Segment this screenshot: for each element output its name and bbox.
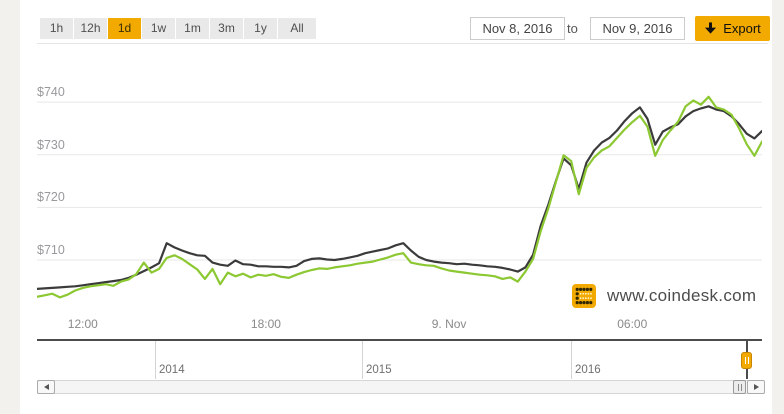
- date-to-input[interactable]: [590, 17, 685, 40]
- timeline-navigator[interactable]: 2014 2015 2016: [37, 339, 762, 379]
- navigator-year-tick: [155, 341, 157, 379]
- navigator-year-label: 2016: [575, 364, 601, 376]
- range-button-all[interactable]: All: [278, 18, 316, 39]
- navigator-year-tick: [571, 341, 573, 379]
- scrollbar-right-button[interactable]: [747, 380, 765, 394]
- date-range-to-label: to: [567, 21, 578, 36]
- coindesk-url-text: www.coindesk.com: [607, 286, 757, 305]
- range-button-1d[interactable]: 1d: [108, 18, 141, 39]
- navigator-year-label: 2014: [159, 364, 185, 376]
- range-button-1w[interactable]: 1w: [142, 18, 175, 39]
- range-button-1m[interactable]: 1m: [176, 18, 209, 39]
- price-plot[interactable]: [37, 60, 762, 310]
- scrollbar-track[interactable]: [37, 380, 764, 394]
- range-button-12h[interactable]: 12h: [74, 18, 107, 39]
- range-button-1h[interactable]: 1h: [40, 18, 73, 39]
- left-arrow-icon: [43, 384, 49, 390]
- toolbar-divider: [37, 43, 768, 44]
- navigator-year-label: 2015: [366, 364, 392, 376]
- timeline-scrollbar[interactable]: [37, 380, 765, 394]
- coindesk-branding: www.coindesk.com: [572, 284, 756, 308]
- coindesk-dots-logo-icon: [572, 284, 596, 308]
- range-button-1y[interactable]: 1y: [244, 18, 277, 39]
- export-button-label: Export: [723, 21, 761, 36]
- range-button-3m[interactable]: 3m: [210, 18, 243, 39]
- time-range-selector: 1h 12h 1d 1w 1m 3m 1y All: [40, 18, 317, 39]
- price-line-dark: [37, 105, 762, 290]
- price-line-green: [37, 95, 762, 299]
- scrollbar-thumb[interactable]: [733, 380, 746, 394]
- export-button[interactable]: Export: [695, 16, 770, 41]
- navigator-year-tick: [362, 341, 364, 379]
- date-from-input[interactable]: [470, 17, 565, 40]
- right-arrow-icon: [753, 384, 759, 390]
- scrollbar-left-button[interactable]: [37, 380, 55, 394]
- navigator-handle-grip[interactable]: [741, 352, 753, 369]
- download-icon: [704, 22, 717, 35]
